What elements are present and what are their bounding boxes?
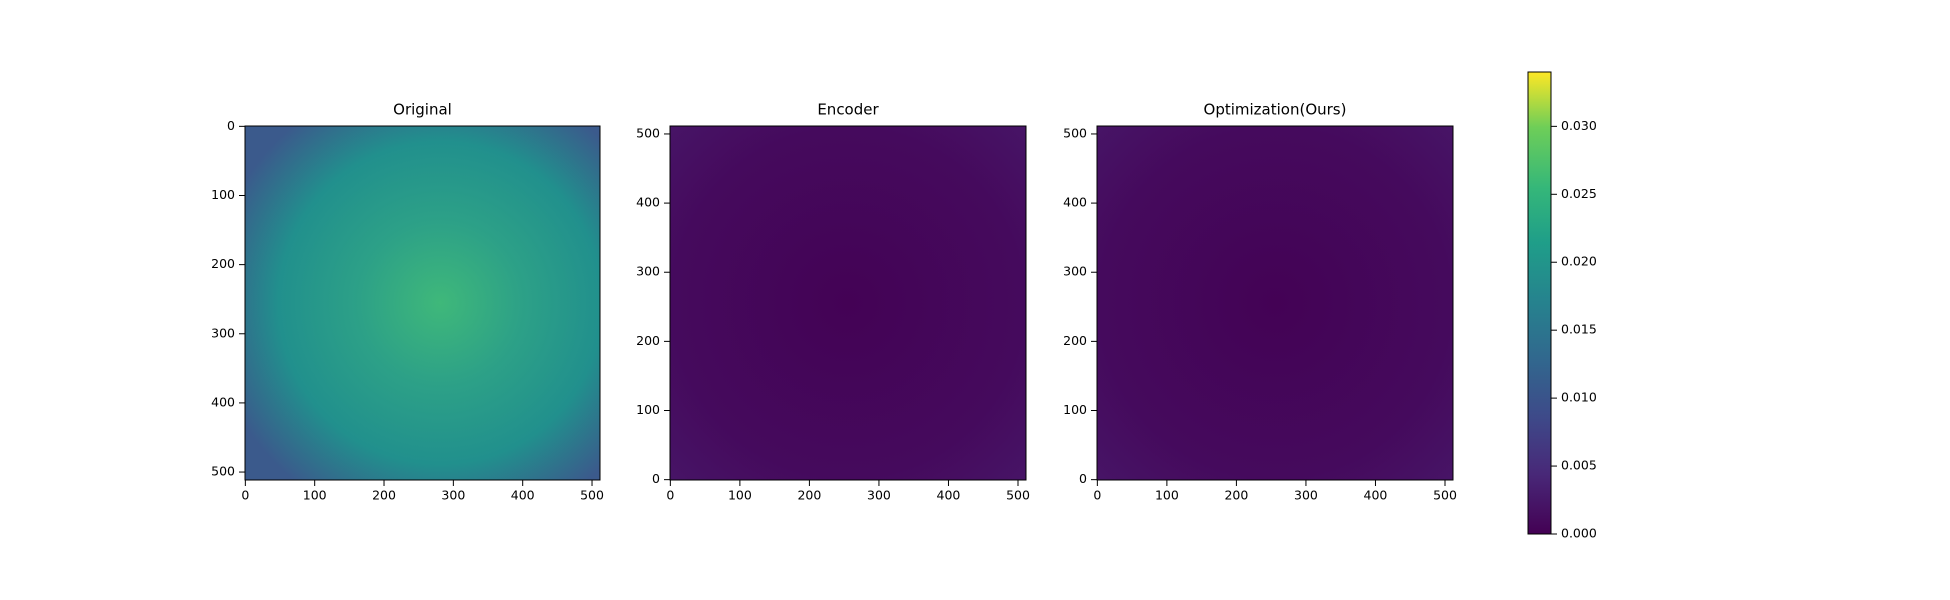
y-tick-label: 500	[1063, 125, 1087, 140]
axes-frame	[244, 125, 601, 481]
y-tick-label: 400	[636, 195, 660, 210]
y-tick-label: 500	[211, 464, 235, 479]
y-tick-label: 300	[636, 264, 660, 279]
x-tick-label: 500	[1006, 488, 1030, 503]
x-tick-label: 400	[937, 488, 961, 503]
image	[245, 126, 600, 480]
x-tick-label: 0	[666, 488, 674, 503]
y-tick-label: 0	[652, 471, 660, 486]
y-tick-label: 100	[1063, 402, 1087, 417]
y-tick-label: 200	[211, 256, 235, 271]
plots: Original 0 100 200 300 400 500 0 100 200 300 400 500…	[211, 71, 1597, 541]
x-tick-label: 300	[441, 488, 465, 503]
colorbar-tick-label: 0.015	[1561, 322, 1597, 337]
image	[670, 126, 1026, 480]
x-tick-label: 0	[1093, 488, 1101, 503]
axes-title: Encoder	[817, 101, 879, 119]
axes-title: Optimization(Ours)	[1204, 101, 1347, 119]
axes-title: Original	[393, 101, 452, 119]
y-tick-label: 500	[636, 125, 660, 140]
y-tick-label: 100	[211, 187, 235, 202]
y-tick-label: 0	[227, 118, 235, 133]
x-tick-label: 400	[1364, 488, 1388, 503]
x-tick-label: 100	[303, 488, 327, 503]
x-tick-label: 400	[511, 488, 535, 503]
y-tick-label: 400	[1063, 195, 1087, 210]
y-tick-label: 0	[1079, 471, 1087, 486]
x-tick-label: 0	[241, 488, 249, 503]
x-tick-label: 200	[797, 488, 821, 503]
colorbar-tick-label: 0.005	[1561, 458, 1597, 473]
x-tick-label: 500	[1433, 488, 1457, 503]
x-tick-label: 500	[580, 488, 604, 503]
image	[1097, 126, 1453, 480]
axes-frame	[669, 125, 1027, 481]
y-tick-label: 200	[636, 333, 660, 348]
y-tick-label: 300	[1063, 264, 1087, 279]
x-tick-label: 100	[728, 488, 752, 503]
colorbar-tick-label: 0.025	[1561, 186, 1597, 201]
x-tick-label: 300	[867, 488, 891, 503]
colorbar-tick-label: 0.010	[1561, 390, 1597, 405]
axes-frame	[1096, 125, 1454, 481]
x-tick-label: 200	[372, 488, 396, 503]
y-tick-label: 300	[211, 325, 235, 340]
colorbar	[1527, 71, 1552, 535]
colorbar-tick-label: 0.030	[1561, 118, 1597, 133]
x-tick-label: 100	[1155, 488, 1179, 503]
y-tick-label: 400	[211, 394, 235, 409]
x-tick-label: 300	[1294, 488, 1318, 503]
colorbar-tick-label: 0.000	[1561, 526, 1597, 541]
colorbar-tick-label: 0.020	[1561, 254, 1597, 269]
y-tick-label: 200	[1063, 333, 1087, 348]
y-tick-label: 100	[636, 402, 660, 417]
x-tick-label: 200	[1224, 488, 1248, 503]
